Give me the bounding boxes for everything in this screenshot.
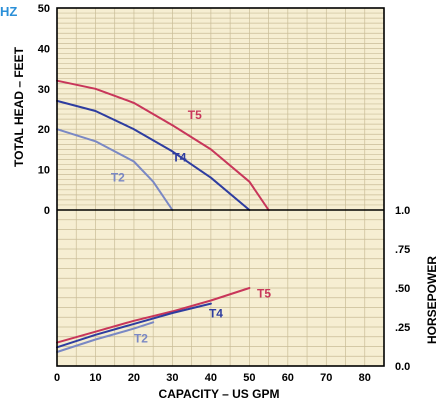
head-tick-label-4: 40 [38,43,50,55]
power-series-label-t4: T4 [209,307,223,321]
x-tick-label-8: 80 [359,372,371,384]
grid [57,8,384,366]
head-series-label-t5: T5 [188,108,202,122]
power-curve-t4 [56,302,212,349]
corner-label: HZ [0,4,17,19]
head-tick-label-3: 30 [38,84,50,96]
x-tick-label-2: 20 [128,372,140,384]
head-tick-label-1: 10 [38,165,50,177]
x-tick-label-0: 0 [54,372,60,384]
head-curve-t2 [56,128,174,211]
power-axis-title: HORSEPOWER [425,256,437,344]
head-tick-label-2: 20 [38,124,50,136]
x-tick-label-5: 50 [243,372,255,384]
head-curve-t4 [56,99,251,211]
head-tick-label-5: 50 [38,3,50,15]
head-tick-label-0: 0 [44,205,50,217]
head-series-label-t4: T4 [172,151,186,165]
power-series-label-t5: T5 [257,286,271,300]
power-tick-label-3: .75 [395,244,410,256]
x-tick-label-1: 10 [89,372,101,384]
x-tick-label-7: 70 [320,372,332,384]
x-tick-label-4: 40 [205,372,217,384]
power-tick-label-1: .25 [395,322,410,334]
tick-labels: 0 10 20 30 40 50 60 70 80 0 10 20 30 40 50 0.0 .25 .50 .75… [38,3,411,384]
x-axis-title: CAPACITY – US GPM [159,387,280,401]
power-tick-label-0: 0.0 [395,361,410,373]
power-tick-label-4: 1.0 [395,205,410,217]
head-series-label-t2: T2 [111,171,125,185]
plot-frame [56,7,385,367]
power-series-label-t2: T2 [134,332,148,346]
power-curve-t5 [56,287,251,344]
series-lines [56,79,270,353]
x-tick-label-3: 30 [166,372,178,384]
head-axis-title: TOTAL HEAD – FEET [12,46,26,167]
x-tick-label-6: 60 [282,372,294,384]
power-tick-label-2: .50 [395,283,410,295]
series-labels: T5 T4 T2 T5 T4 T2 [111,108,272,346]
head-curve-t5 [56,79,270,211]
power-curve-t2 [56,321,155,353]
